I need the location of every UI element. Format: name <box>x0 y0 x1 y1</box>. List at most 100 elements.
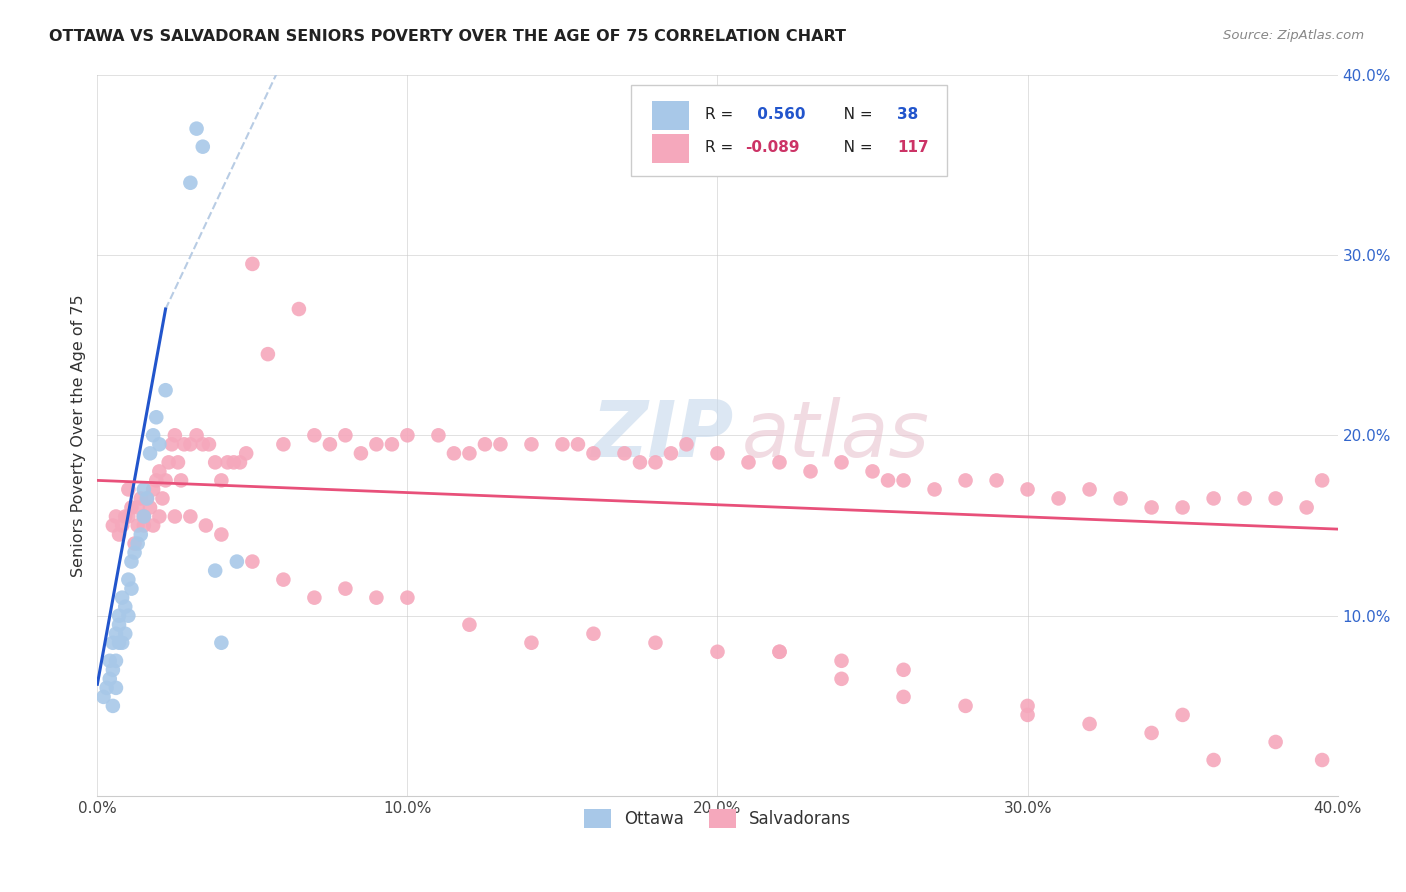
Point <box>132 509 155 524</box>
Point <box>1202 753 1225 767</box>
Point <box>108 636 131 650</box>
Point <box>1202 491 1225 506</box>
Point <box>1264 735 1286 749</box>
Point <box>877 474 900 488</box>
Point <box>179 509 201 524</box>
Point <box>924 483 946 497</box>
Point <box>132 518 155 533</box>
Point <box>288 301 311 316</box>
Point <box>628 455 651 469</box>
Point <box>120 582 142 596</box>
Point <box>108 617 131 632</box>
Point <box>381 437 404 451</box>
Point <box>1171 707 1194 722</box>
Point <box>737 455 759 469</box>
Point <box>142 428 165 442</box>
Point <box>520 636 543 650</box>
Point <box>132 509 155 524</box>
Point <box>1233 491 1256 506</box>
Point <box>366 591 388 605</box>
Point <box>520 437 543 451</box>
Point <box>111 518 134 533</box>
Point <box>1310 474 1333 488</box>
Point <box>136 491 159 506</box>
Point <box>893 690 915 704</box>
Point <box>124 545 146 559</box>
Point <box>986 474 1008 488</box>
Point <box>155 474 177 488</box>
Point <box>204 564 226 578</box>
Point <box>120 500 142 515</box>
Point <box>1295 500 1317 515</box>
Point <box>242 257 264 271</box>
Point <box>1264 491 1286 506</box>
Point <box>209 474 232 488</box>
Point <box>93 690 115 704</box>
Text: 38: 38 <box>897 107 918 121</box>
Point <box>257 347 280 361</box>
Point <box>142 483 165 497</box>
Point <box>768 645 790 659</box>
Point <box>706 645 728 659</box>
Point <box>127 518 149 533</box>
Point <box>1017 483 1039 497</box>
Point <box>768 455 790 469</box>
Point <box>194 518 217 533</box>
Point <box>209 636 232 650</box>
Point <box>148 509 170 524</box>
Point <box>273 437 295 451</box>
Point <box>173 437 195 451</box>
Point <box>108 608 131 623</box>
Point <box>319 437 342 451</box>
Point <box>132 483 155 497</box>
Text: ZIP: ZIP <box>591 397 733 474</box>
Point <box>204 455 226 469</box>
Point <box>304 428 326 442</box>
Point <box>108 527 131 541</box>
Point <box>862 464 884 478</box>
Point <box>101 518 124 533</box>
Point <box>1310 753 1333 767</box>
Point <box>101 698 124 713</box>
Text: OTTAWA VS SALVADORAN SENIORS POVERTY OVER THE AGE OF 75 CORRELATION CHART: OTTAWA VS SALVADORAN SENIORS POVERTY OVE… <box>49 29 846 44</box>
Point <box>179 437 201 451</box>
Point <box>675 437 697 451</box>
Point <box>443 446 465 460</box>
Point <box>167 455 190 469</box>
Point <box>152 491 174 506</box>
Point <box>366 437 388 451</box>
Point <box>458 446 481 460</box>
Point <box>117 573 139 587</box>
Point <box>157 455 180 469</box>
Point <box>127 536 149 550</box>
Point <box>893 663 915 677</box>
Text: -0.089: -0.089 <box>745 140 799 155</box>
FancyBboxPatch shape <box>652 101 689 130</box>
Point <box>659 446 682 460</box>
Point <box>396 428 419 442</box>
Point <box>955 474 977 488</box>
Point <box>111 591 134 605</box>
Point <box>1017 707 1039 722</box>
Point <box>170 474 193 488</box>
Point <box>136 491 159 506</box>
Point <box>124 536 146 550</box>
Point <box>489 437 512 451</box>
Point <box>148 464 170 478</box>
Point <box>101 663 124 677</box>
Point <box>186 121 208 136</box>
Point <box>831 654 853 668</box>
Point <box>142 518 165 533</box>
Point <box>117 509 139 524</box>
Point <box>139 500 162 515</box>
Point <box>145 474 167 488</box>
Point <box>114 509 136 524</box>
Text: 117: 117 <box>897 140 929 155</box>
Point <box>104 626 127 640</box>
Point <box>335 582 357 596</box>
Point <box>96 681 118 695</box>
Point <box>155 383 177 397</box>
Point <box>98 654 121 668</box>
Point <box>235 446 257 460</box>
Point <box>768 645 790 659</box>
